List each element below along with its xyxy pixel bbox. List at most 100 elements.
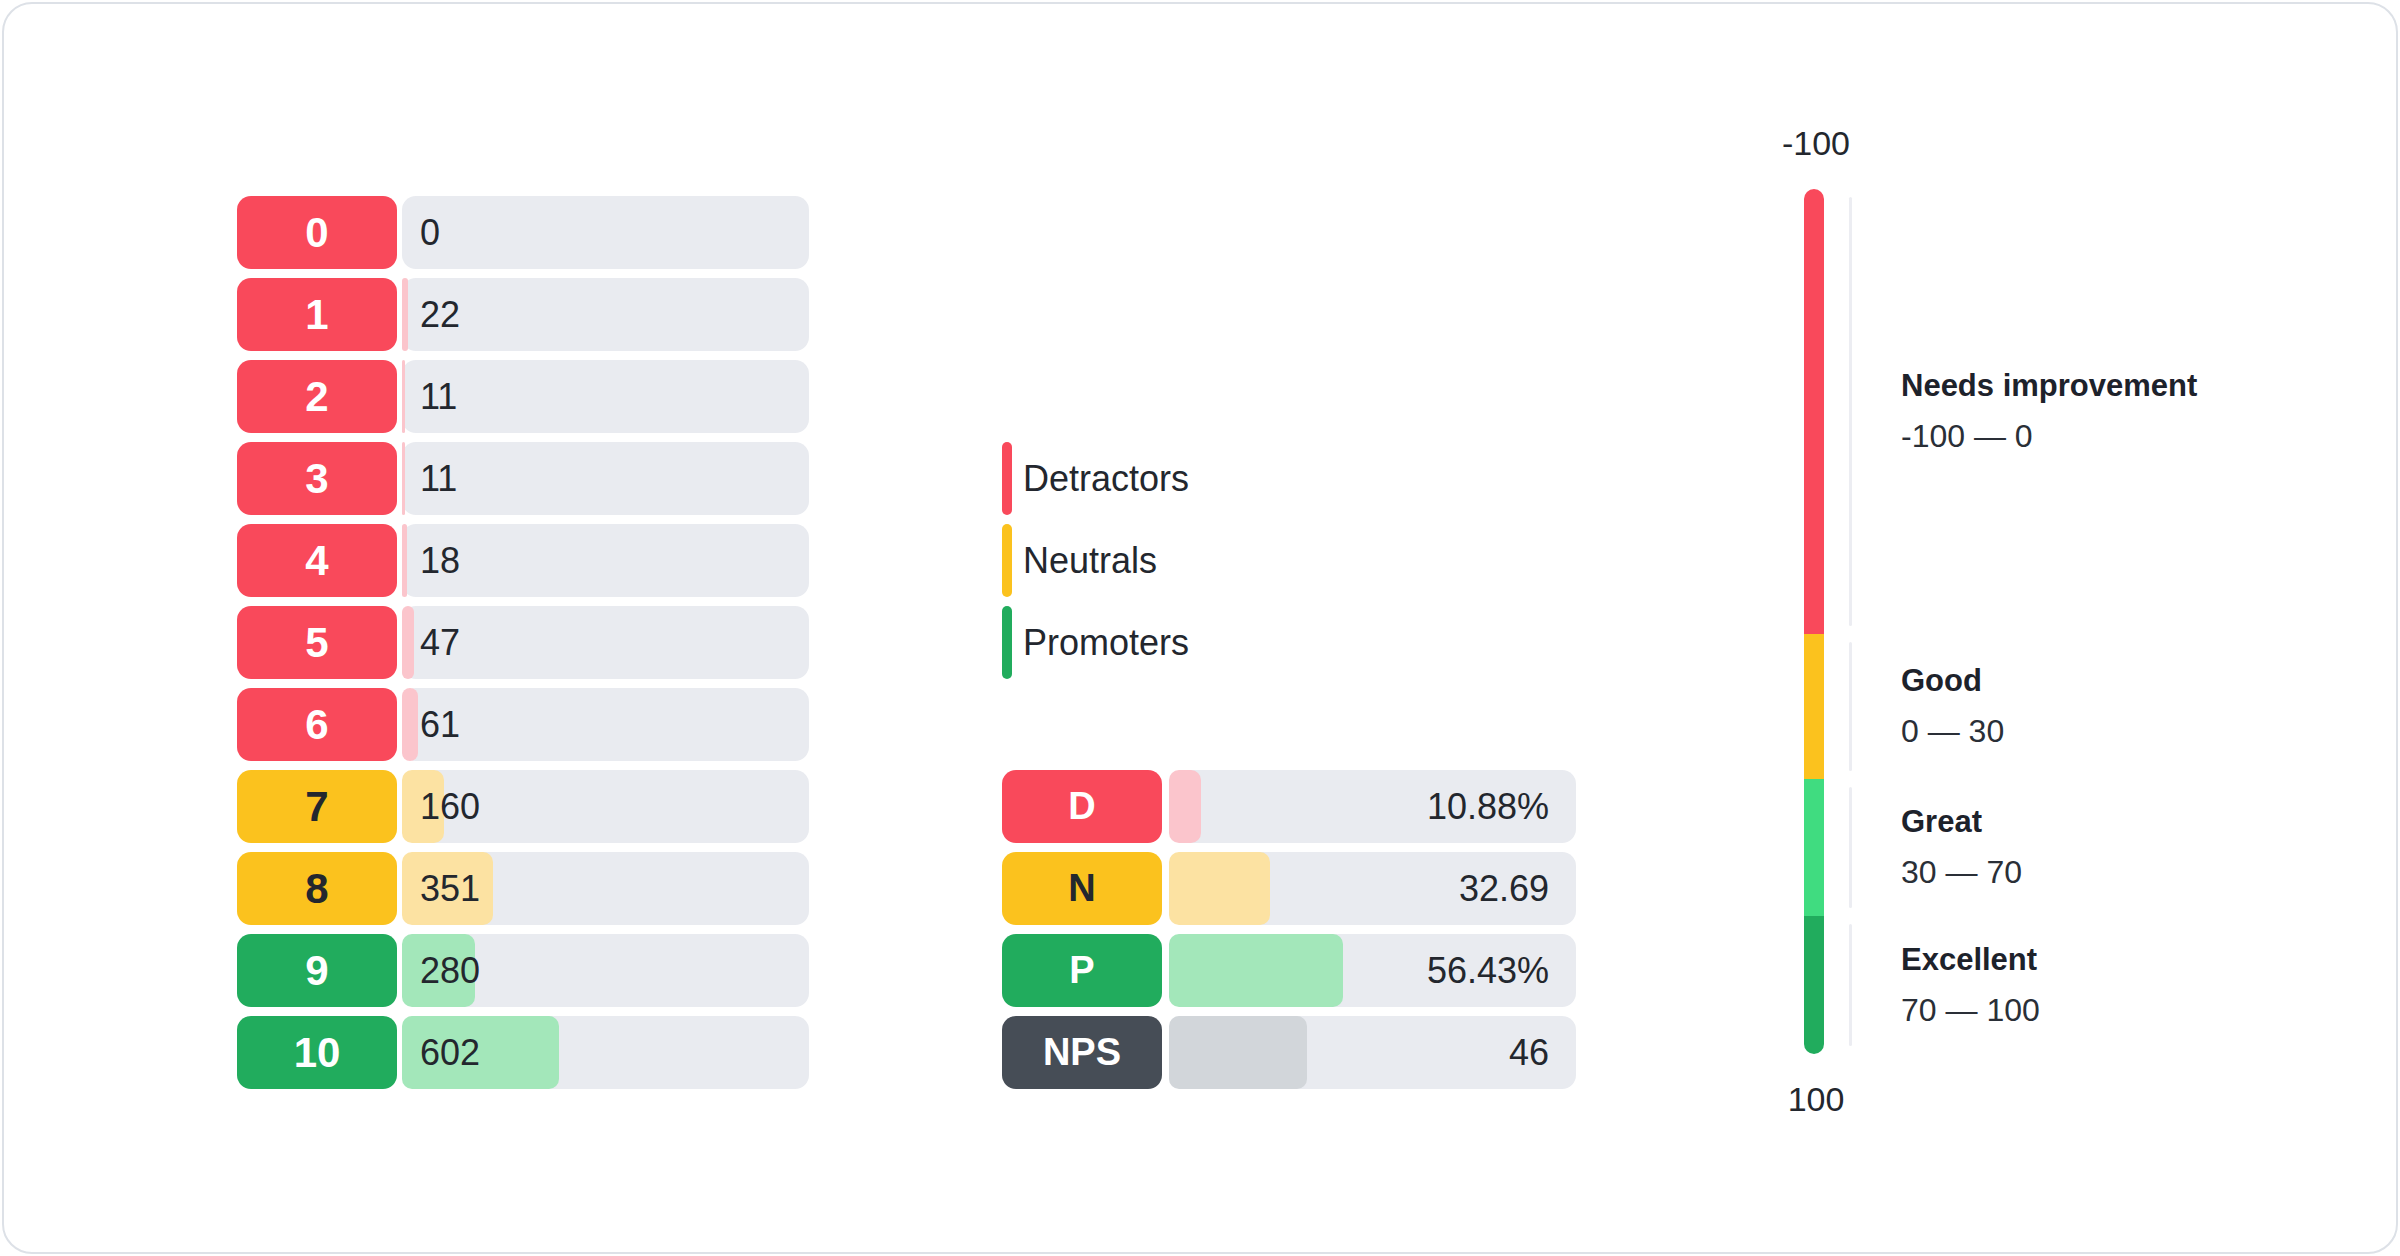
zone-range: -100 — 0 [1901, 418, 2197, 455]
legend-item: Detractors [1002, 442, 1189, 515]
gauge-min-label: -100 [1782, 124, 1850, 163]
summary-row: P 56.43% [1002, 934, 1576, 1007]
summary-track: 10.88% [1169, 770, 1576, 843]
score-pill: 8 [237, 852, 397, 925]
summary-row: N 32.69 [1002, 852, 1576, 925]
score-row: 2 11 [237, 360, 809, 433]
score-value: 11 [420, 442, 457, 515]
score-value: 11 [420, 360, 457, 433]
summary-value: 32.69 [1459, 852, 1549, 925]
zone-title: Needs improvement [1901, 368, 2197, 404]
score-pill: 9 [237, 934, 397, 1007]
gauge-zone-segment [1804, 916, 1824, 1054]
score-distribution-chart: 0012221131141854766171608351928010602 [237, 196, 809, 1089]
score-value: 280 [420, 934, 480, 1007]
gauge-tick [1849, 787, 1852, 908]
legend-label: Neutrals [1023, 540, 1157, 582]
score-track: 602 [402, 1016, 809, 1089]
score-track: 61 [402, 688, 809, 761]
zone-title: Good [1901, 663, 2004, 699]
score-row: 7 160 [237, 770, 809, 843]
score-pill: 4 [237, 524, 397, 597]
score-row: 00 [237, 196, 809, 269]
zone-title: Excellent [1901, 941, 2040, 977]
summary-value: 10.88% [1427, 770, 1549, 843]
gauge-zone-segment [1804, 634, 1824, 779]
nps-legend: Detractors Neutrals Promoters [1002, 442, 1189, 679]
score-row: 10 602 [237, 1016, 809, 1089]
summary-value: 46 [1509, 1016, 1549, 1089]
score-pill: 6 [237, 688, 397, 761]
score-value: 61 [420, 688, 460, 761]
gauge-tick [1849, 642, 1852, 771]
gauge-zone-segment [1804, 779, 1824, 916]
score-row: 5 47 [237, 606, 809, 679]
score-pill: 5 [237, 606, 397, 679]
score-track: 22 [402, 278, 809, 351]
score-value: 18 [420, 524, 460, 597]
nps-summary-chart: D 10.88% N 32.69 P 56.43% NPS 46 [1002, 770, 1576, 1089]
summary-fill [1169, 770, 1201, 843]
gauge-zone-label: Good 0 — 30 [1901, 663, 2004, 750]
score-pill: 7 [237, 770, 397, 843]
zone-range: 30 — 70 [1901, 854, 2022, 891]
score-value: 160 [420, 770, 480, 843]
score-fill [402, 606, 414, 679]
score-row: 1 22 [237, 278, 809, 351]
score-row: 6 61 [237, 688, 809, 761]
score-track: 160 [402, 770, 809, 843]
nps-card: 0012221131141854766171608351928010602 De… [2, 2, 2398, 1254]
summary-pill: D [1002, 770, 1162, 843]
legend-item: Neutrals [1002, 524, 1189, 597]
zone-range: 0 — 30 [1901, 713, 2004, 750]
score-value: 22 [420, 278, 460, 351]
legend-label: Detractors [1023, 458, 1189, 500]
legend-swatch-icon [1002, 442, 1012, 515]
summary-fill [1169, 934, 1343, 1007]
gauge-zone-label: Needs improvement -100 — 0 [1901, 368, 2197, 455]
summary-track: 56.43% [1169, 934, 1576, 1007]
legend-label: Promoters [1023, 622, 1189, 664]
score-fill [402, 524, 407, 597]
zone-title: Great [1901, 804, 2022, 840]
gauge-bar [1804, 189, 1824, 1054]
score-pill: 0 [237, 196, 397, 269]
nps-dashboard: 0012221131141854766171608351928010602 De… [0, 0, 2400, 1256]
summary-track: 46 [1169, 1016, 1576, 1089]
score-value: 602 [420, 1016, 480, 1089]
legend-item: Promoters [1002, 606, 1189, 679]
legend-swatch-icon [1002, 524, 1012, 597]
summary-pill: N [1002, 852, 1162, 925]
gauge-tick [1849, 197, 1852, 626]
zone-range: 70 — 100 [1901, 991, 2040, 1028]
gauge-zone-label: Excellent 70 — 100 [1901, 941, 2040, 1028]
gauge-tick [1849, 924, 1852, 1046]
score-pill: 2 [237, 360, 397, 433]
score-value: 0 [420, 196, 440, 269]
summary-fill [1169, 852, 1270, 925]
score-fill [402, 688, 418, 761]
score-fill [402, 360, 405, 433]
gauge-max-label: 100 [1788, 1080, 1845, 1119]
legend-swatch-icon [1002, 606, 1012, 679]
score-fill [402, 278, 408, 351]
score-pill: 10 [237, 1016, 397, 1089]
gauge-zone-label: Great 30 — 70 [1901, 804, 2022, 891]
gauge-zone-segment [1804, 189, 1824, 634]
score-track: 280 [402, 934, 809, 1007]
summary-fill [1169, 1016, 1307, 1089]
summary-pill: P [1002, 934, 1162, 1007]
score-row: 3 11 [237, 442, 809, 515]
score-track: 351 [402, 852, 809, 925]
score-track: 11 [402, 442, 809, 515]
score-pill: 1 [237, 278, 397, 351]
score-value: 47 [420, 606, 460, 679]
score-fill [402, 442, 405, 515]
score-track: 18 [402, 524, 809, 597]
summary-pill: NPS [1002, 1016, 1162, 1089]
score-row: 9 280 [237, 934, 809, 1007]
score-track: 11 [402, 360, 809, 433]
score-row: 8351 [237, 852, 809, 925]
summary-value: 56.43% [1427, 934, 1549, 1007]
score-pill: 3 [237, 442, 397, 515]
